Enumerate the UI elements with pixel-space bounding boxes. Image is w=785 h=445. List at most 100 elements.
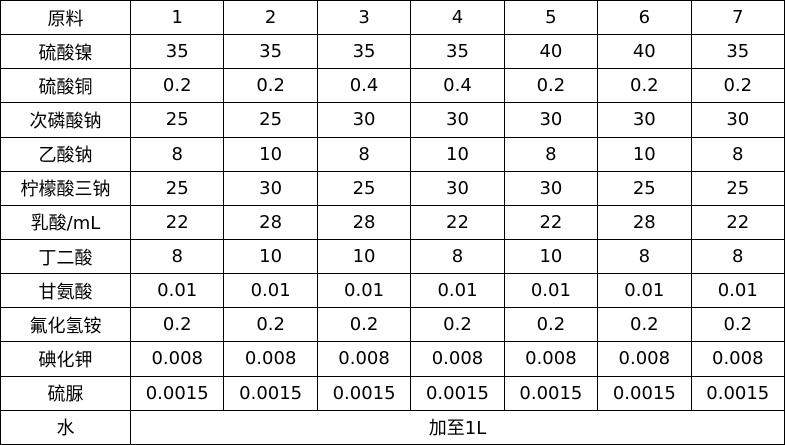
cell: 40 [597, 34, 692, 70]
cell: 10 [410, 136, 505, 172]
data-row: 氟化氢铵 0.2 0.2 0.2 0.2 0.2 0.2 0.2 [0, 307, 785, 343]
cell: 25 [597, 170, 692, 206]
cell: 28 [223, 204, 318, 240]
cell: 0.008 [129, 341, 225, 377]
data-row: 丁二酸 8 10 10 8 10 8 8 [0, 238, 785, 275]
header-cell: 1 [129, 0, 225, 36]
cell: 40 [503, 34, 599, 70]
cell: 0.008 [410, 341, 505, 377]
cell: 30 [503, 170, 599, 206]
cell: 0.008 [690, 341, 785, 377]
cell: 0.01 [690, 273, 785, 309]
header-cell: 2 [223, 0, 318, 36]
data-row: 硫酸铜 0.2 0.2 0.4 0.4 0.2 0.2 0.2 [0, 68, 785, 104]
cell: 0.01 [129, 273, 225, 309]
cell: 0.0015 [223, 375, 318, 411]
data-row: 硫酸镍 35 35 35 35 40 40 35 [0, 34, 785, 70]
cell: 35 [129, 34, 225, 70]
header-row: 原料 1 2 3 4 5 6 7 [0, 0, 785, 36]
cell: 0.2 [503, 68, 599, 104]
data-row: 碘化钾 0.008 0.008 0.008 0.008 0.008 0.008 0.008 [0, 341, 785, 377]
row-label: 碘化钾 [0, 341, 131, 377]
cell: 8 [129, 238, 225, 275]
cell: 0.01 [503, 273, 599, 309]
cell: 0.2 [129, 307, 225, 343]
row-label: 次磷酸钠 [0, 102, 131, 138]
cell: 10 [223, 238, 318, 275]
cell: 8 [410, 238, 505, 275]
data-row: 乳酸/mL 22 28 28 22 22 28 22 [0, 204, 785, 240]
cell: 30 [597, 102, 692, 138]
cell: 8 [503, 136, 599, 172]
header-label: 原料 [0, 0, 131, 36]
cell: 0.2 [503, 307, 599, 343]
cell: 0.2 [597, 68, 692, 104]
cell: 25 [223, 102, 318, 138]
cell: 8 [690, 238, 785, 275]
cell: 0.0015 [503, 375, 599, 411]
header-cell: 4 [410, 0, 505, 36]
cell: 0.2 [410, 307, 505, 343]
row-label: 硫酸铜 [0, 68, 131, 104]
cell: 22 [503, 204, 599, 240]
cell: 0.008 [223, 341, 318, 377]
header-cell: 7 [690, 0, 785, 36]
merged-cell: 加至1L [130, 409, 785, 445]
data-row: 乙酸钠 8 10 8 10 8 10 8 [0, 136, 785, 172]
cell: 0.01 [223, 273, 318, 309]
cell: 30 [223, 170, 318, 206]
cell: 8 [690, 136, 785, 172]
cell: 0.2 [597, 307, 692, 343]
cell: 30 [410, 102, 505, 138]
cell: 22 [410, 204, 505, 240]
cell: 35 [223, 34, 318, 70]
data-row: 硫脲 0.0015 0.0015 0.0015 0.0015 0.0015 0.0015 0.… [0, 375, 785, 411]
row-label: 乳酸/mL [0, 204, 131, 240]
cell: 28 [316, 204, 412, 240]
cell: 35 [690, 34, 785, 70]
row-label: 柠檬酸三钠 [0, 170, 131, 206]
cell: 0.0015 [316, 375, 412, 411]
cell: 35 [316, 34, 412, 70]
cell: 0.008 [503, 341, 599, 377]
cell: 0.2 [223, 68, 318, 104]
row-label: 甘氨酸 [0, 273, 131, 309]
cell: 25 [129, 170, 225, 206]
row-label: 水 [0, 409, 131, 445]
row-label: 硫酸镍 [0, 34, 131, 70]
cell: 10 [597, 136, 692, 172]
cell: 8 [316, 136, 412, 172]
header-cell: 5 [503, 0, 599, 36]
data-row: 次磷酸钠 25 25 30 30 30 30 30 [0, 102, 785, 138]
data-row: 柠檬酸三钠 25 30 25 30 30 25 25 [0, 170, 785, 206]
cell: 25 [690, 170, 785, 206]
cell: 0.2 [129, 68, 225, 104]
cell: 0.4 [410, 68, 505, 104]
row-label: 丁二酸 [0, 238, 131, 275]
cell: 25 [129, 102, 225, 138]
cell: 0.4 [316, 68, 412, 104]
cell: 8 [129, 136, 225, 172]
cell: 10 [503, 238, 599, 275]
cell: 35 [410, 34, 505, 70]
header-cell: 3 [316, 0, 412, 36]
row-label: 乙酸钠 [0, 136, 131, 172]
cell: 0.2 [316, 307, 412, 343]
cell: 0.01 [597, 273, 692, 309]
cell: 0.2 [690, 68, 785, 104]
cell: 30 [410, 170, 505, 206]
cell: 22 [129, 204, 225, 240]
cell: 28 [597, 204, 692, 240]
cell: 30 [503, 102, 599, 138]
cell: 8 [597, 238, 692, 275]
cell: 0.01 [410, 273, 505, 309]
cell: 0.01 [316, 273, 412, 309]
cell: 22 [690, 204, 785, 240]
cell: 0.008 [316, 341, 412, 377]
row-label: 硫脲 [0, 375, 131, 411]
header-cell: 6 [597, 0, 692, 36]
cell: 10 [223, 136, 318, 172]
cell: 10 [316, 238, 412, 275]
